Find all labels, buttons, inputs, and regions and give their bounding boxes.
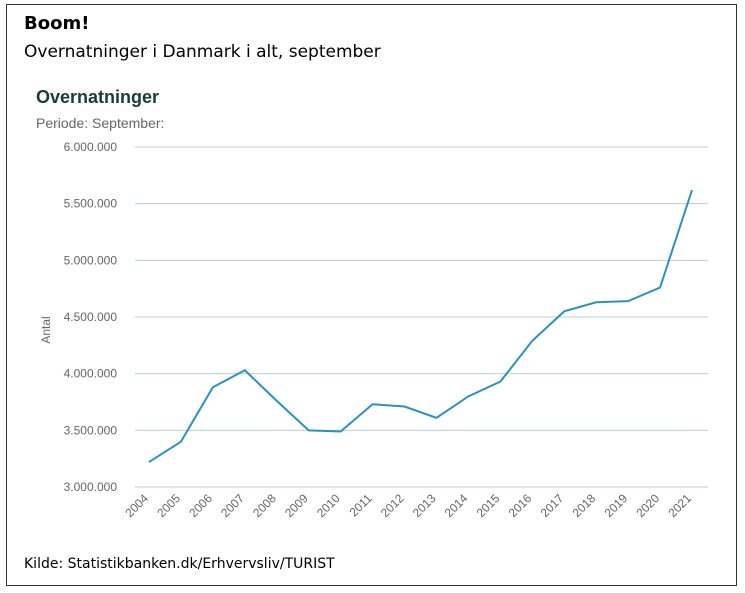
data-point — [306, 428, 311, 433]
x-tick-label: 2019 — [601, 491, 630, 520]
grid-lines — [135, 146, 708, 488]
x-tick-label: 2018 — [570, 491, 599, 520]
chart-title: Overnatninger — [36, 87, 160, 107]
series-layer — [147, 188, 695, 465]
x-tick-label: 2005 — [154, 491, 183, 520]
y-tick-label: 6.000.000 — [64, 140, 118, 154]
x-tick-label: 2011 — [347, 491, 375, 519]
data-point — [210, 385, 215, 390]
subheadline: Overnatninger i Danmark i alt, september — [24, 42, 381, 62]
data-point — [147, 460, 152, 465]
data-point — [274, 398, 279, 403]
y-tick-label: 3.000.000 — [64, 480, 118, 494]
x-tick-label: 2006 — [186, 491, 215, 520]
data-point — [658, 285, 663, 290]
y-tick-label: 5.500.000 — [64, 197, 118, 211]
x-tick-label: 2004 — [122, 491, 151, 520]
data-point — [370, 402, 375, 407]
x-tick-label: 2013 — [410, 491, 439, 520]
x-tick-label: 2010 — [314, 491, 343, 520]
series-line — [148, 189, 693, 463]
x-tick-label: 2008 — [250, 491, 279, 520]
x-tick-label: 2009 — [282, 491, 311, 520]
headline: Boom! — [24, 13, 90, 34]
x-tick-labels: 2004 2005 2006 2007 2008 2009 2010 2011 2012 2013… — [122, 491, 694, 520]
source-note: Kilde: Statistikbanken.dk/Erhvervsliv/TU… — [24, 556, 335, 572]
y-tick-label: 4.500.000 — [64, 310, 118, 324]
data-point — [178, 439, 183, 444]
data-point — [626, 299, 631, 304]
x-tick-label: 2021 — [665, 491, 694, 520]
data-point — [498, 379, 503, 384]
data-point — [530, 338, 535, 343]
data-point — [338, 429, 343, 434]
data-point — [434, 415, 439, 420]
data-point — [562, 309, 567, 314]
y-axis-label: Antal — [39, 316, 53, 343]
chart-subtitle: Periode: September: — [36, 115, 165, 131]
figure-frame — [6, 4, 737, 586]
x-tick-label: 2014 — [442, 491, 471, 520]
data-point — [690, 188, 695, 193]
x-tick-label: 2007 — [218, 491, 247, 520]
data-point — [594, 300, 599, 305]
y-tick-label: 4.000.000 — [64, 367, 118, 381]
x-tick-label: 2020 — [633, 491, 662, 520]
y-tick-label: 3.500.000 — [64, 423, 118, 437]
x-tick-label: 2015 — [474, 491, 503, 520]
data-point — [402, 404, 407, 409]
y-tick-labels: 6.000.000 5.500.000 5.000.000 4.500.000 4.00… — [64, 140, 118, 494]
x-tick-label: 2012 — [378, 491, 407, 520]
data-point — [466, 394, 471, 399]
x-tick-label: 2017 — [538, 491, 567, 520]
y-tick-label: 5.000.000 — [64, 253, 118, 267]
x-tick-label: 2016 — [506, 491, 535, 520]
data-point — [242, 368, 247, 373]
